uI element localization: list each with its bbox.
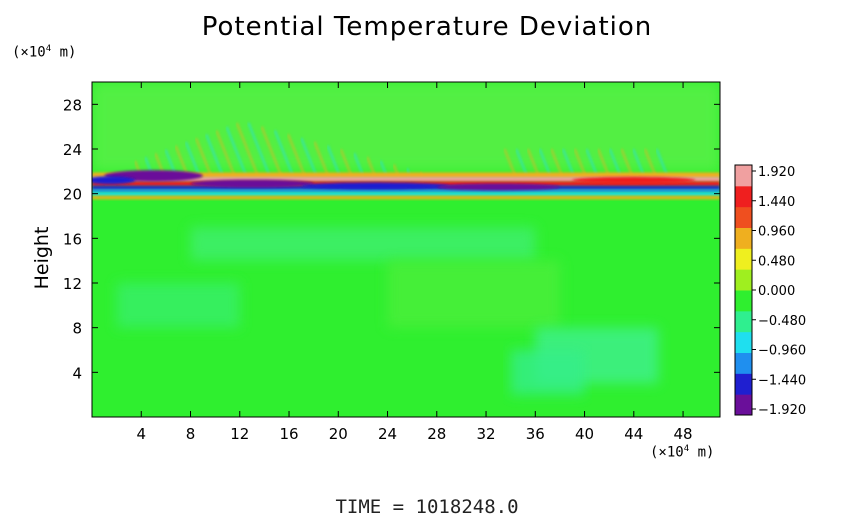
colorbar-label: −0.480 (758, 314, 806, 329)
wave-stripe (339, 148, 353, 178)
x-tick-label: 36 (526, 425, 545, 443)
x-tick-label: 8 (186, 425, 196, 443)
wave-stripe (550, 148, 564, 178)
wave-stripe (235, 122, 260, 178)
wave-stripe (561, 148, 576, 178)
field-patch (92, 82, 720, 172)
field-patch (190, 227, 536, 261)
colorbar-swatch (735, 248, 752, 270)
wave-stripe (300, 137, 318, 178)
y-tick-label: 28 (63, 96, 82, 114)
wave-stripe (260, 126, 283, 178)
field-patch (116, 283, 240, 328)
x-tick-label: 24 (378, 425, 397, 443)
wave-stripe (503, 148, 517, 178)
colorbar-swatch (735, 206, 752, 228)
wave-stripe (597, 148, 611, 178)
layer-blob (92, 176, 136, 185)
wave-stripe (184, 141, 201, 178)
y-tick-label: 4 (72, 364, 82, 382)
wave-stripe (573, 148, 587, 178)
colorbar-label: −1.920 (758, 403, 806, 418)
wave-stripe (313, 141, 330, 178)
layer-band (92, 176, 720, 182)
x-tick-label: 16 (279, 425, 298, 443)
wave-stripe (655, 148, 669, 178)
colorbar-swatch (735, 373, 752, 395)
colorbar-swatch (735, 269, 752, 291)
x-tick-label: 40 (575, 425, 594, 443)
y-unit-exponent: 4 (45, 44, 52, 54)
wave-stripe (287, 133, 307, 178)
colorbar-swatch (735, 352, 752, 374)
colorbar-label: 0.960 (758, 225, 795, 240)
colorbar-label: 0.480 (758, 254, 795, 269)
layer-blob (436, 183, 560, 191)
x-tick-label: 4 (136, 425, 146, 443)
wave-stripe (215, 130, 236, 178)
y-tick-label: 8 (72, 320, 82, 338)
colorbar-swatch (735, 165, 752, 187)
colorbar-label: −0.960 (758, 344, 806, 359)
colorbar-swatch (735, 290, 752, 312)
y-tick-label: 12 (63, 275, 82, 293)
layer-band (92, 192, 720, 196)
x-tick-label: 12 (230, 425, 249, 443)
wave-stripe (273, 130, 295, 178)
layer-blob (190, 179, 314, 188)
colorbar-label: −1.440 (758, 373, 806, 388)
wave-stripe (632, 148, 646, 178)
plot-frame (91, 81, 721, 418)
x-tick-label: 44 (624, 425, 643, 443)
field-patch (510, 350, 585, 395)
colorbar-swatch (735, 227, 752, 249)
field-patch (387, 260, 560, 328)
colorbar-label: 0.000 (758, 284, 795, 299)
x-tick-label: 32 (476, 425, 495, 443)
layer-blob (572, 176, 696, 184)
wave-stripe (526, 148, 541, 178)
wave-stripe (195, 137, 213, 178)
wave-stripe (585, 148, 599, 178)
time-label: TIME = 1018248.0 (335, 496, 519, 518)
y-tick-label: 20 (63, 186, 82, 204)
layer-band (92, 172, 720, 179)
y-unit-tail: m) (51, 44, 77, 61)
x-unit-base: (×10 (650, 444, 684, 461)
y-unit-base: (×10 (12, 44, 46, 61)
colorbar-swatch (735, 310, 752, 333)
x-tick-label: 20 (329, 425, 348, 443)
colorbar-swatch (735, 185, 752, 208)
colorbar-swatch (735, 331, 752, 353)
x-tick-label: 48 (674, 425, 693, 443)
wave-stripe (225, 126, 248, 178)
chart-title: Potential Temperature Deviation (201, 12, 653, 42)
y-tick-label: 24 (63, 141, 82, 159)
wave-stripe (538, 148, 552, 178)
x-axis-unit: (×104 m) (650, 444, 714, 461)
wave-stripe (515, 148, 529, 178)
y-tick-label: 16 (63, 230, 82, 248)
wave-stripe (620, 148, 634, 178)
wave-stripe (247, 122, 271, 178)
colorbar-label: 1.440 (758, 195, 795, 210)
wave-stripe (326, 145, 342, 178)
x-unit-exponent: 4 (683, 444, 690, 454)
wave-stripe (205, 134, 225, 178)
colorbar-label: 1.920 (758, 165, 795, 180)
layer-band (92, 195, 720, 200)
wave-stripe (643, 148, 657, 178)
y-axis-unit: (×104 m) (12, 44, 76, 61)
wave-stripe (608, 148, 622, 178)
x-tick-label: 28 (427, 425, 446, 443)
x-unit-tail: m) (689, 444, 715, 461)
layer-blob (301, 182, 450, 190)
colorbar-swatch (735, 394, 752, 416)
layer-band (92, 189, 720, 193)
